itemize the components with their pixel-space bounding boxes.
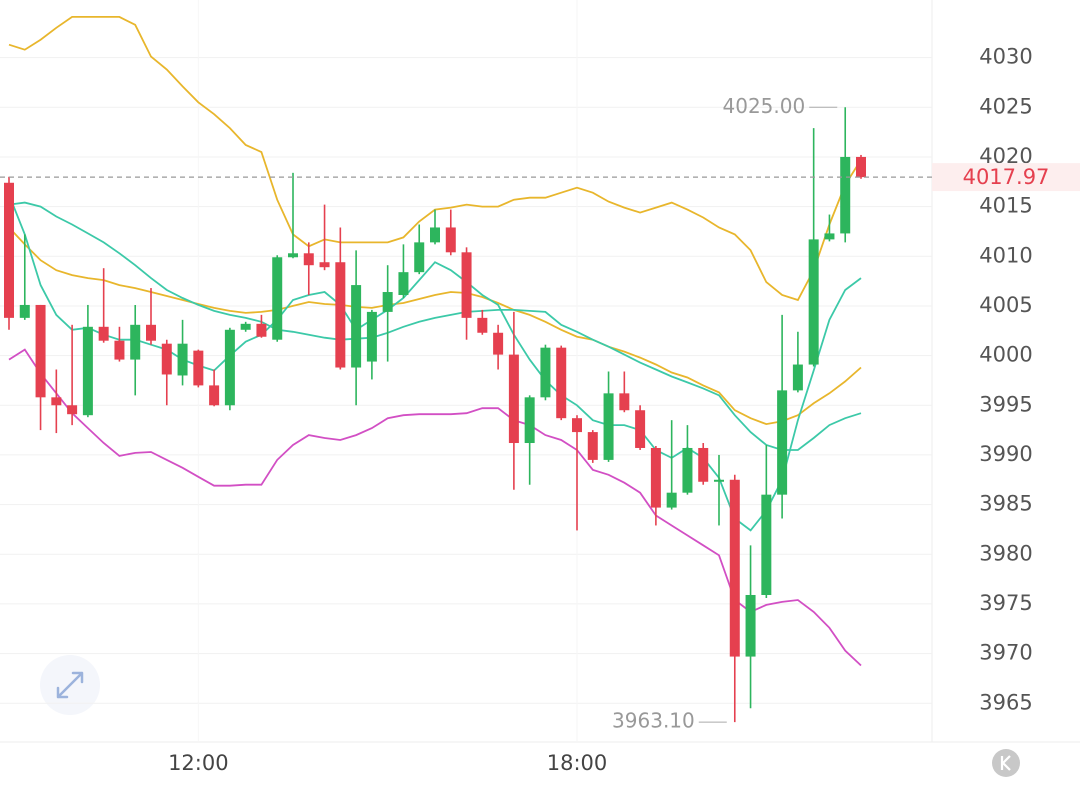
candle-body [98,326,109,341]
y-tick-label: 3965 [979,690,1032,714]
candle-body [493,332,504,355]
candle-body [856,156,866,178]
candle-body [67,405,78,415]
candle-body [272,257,283,340]
y-tick-label: 3985 [979,492,1032,516]
candle-body [114,340,125,360]
candle-body [366,311,377,362]
expand-button[interactable] [40,655,100,715]
candle-body [4,182,14,318]
candle-body [256,323,267,337]
candle-body [51,397,62,406]
candle-body [650,447,661,508]
candle-body [556,347,567,419]
x-tick-label: 12:00 [168,751,229,775]
y-tick-label: 4030 [979,45,1032,69]
expand-icon[interactable] [56,671,84,699]
candle-body [824,233,835,240]
indicator-line [8,348,862,667]
candle-body [635,410,646,448]
candle-body [146,324,156,341]
candle-body [508,354,519,444]
candle-body [398,272,409,296]
candle-body [777,390,788,495]
candle-body [572,418,582,433]
last-price-tag [932,163,1080,192]
candle-body [714,479,724,482]
candle-body [82,326,93,416]
candle-body [445,227,456,253]
logo [992,749,1020,777]
candle-body [193,350,204,386]
candle-body [461,252,472,318]
candle-body [177,343,188,376]
candle-body [792,364,803,391]
y-tick-label: 3975 [979,591,1032,615]
candle-body [587,432,598,460]
last-price-label: 4017.97 [963,165,1050,189]
y-tick-label: 3995 [979,392,1032,416]
candle-body [808,239,819,365]
y-tick-label: 3980 [979,541,1032,565]
y-tick-label: 3990 [979,442,1032,466]
candle-body [840,156,851,234]
candle-body [303,253,314,266]
candle-body [761,494,772,595]
candle-body [414,242,425,273]
candle-body [19,304,30,318]
candle-body [698,447,709,482]
candle-body [161,343,172,375]
indicator-line [8,201,862,451]
candle-body [288,253,298,258]
candle-body [745,594,756,657]
candle-body [240,323,251,330]
logo-bg [992,749,1020,777]
candle-body [477,317,488,333]
y-tick-label: 4010 [979,243,1032,267]
candle-body [524,397,535,444]
y-tick-label: 4000 [979,343,1032,367]
candle-body [540,347,551,398]
candle-body [224,329,235,406]
candles [4,107,866,723]
candle-body [603,393,614,460]
candle-body [335,262,346,368]
logo-mark [1000,755,1011,771]
candle-body [666,492,677,508]
candle-body [35,304,46,398]
candle-body [319,262,330,268]
y-tick-label: 3970 [979,641,1032,665]
indicator-line [8,15,862,302]
annotation-label: 4025.00 [723,94,806,118]
y-tick-label: 4015 [979,194,1032,218]
y-tick-label: 4005 [979,293,1032,317]
annotation-label: 3963.10 [612,709,695,733]
y-tick-label: 4025 [979,94,1032,118]
candle-body [351,285,362,368]
x-tick-label: 18:00 [547,751,608,775]
candle-body [382,292,393,312]
candle-body [729,479,740,657]
candle-body [209,385,220,406]
candle-body [682,447,693,493]
candle-body [619,393,630,411]
candle-body [430,227,440,243]
candle-body [130,324,141,360]
